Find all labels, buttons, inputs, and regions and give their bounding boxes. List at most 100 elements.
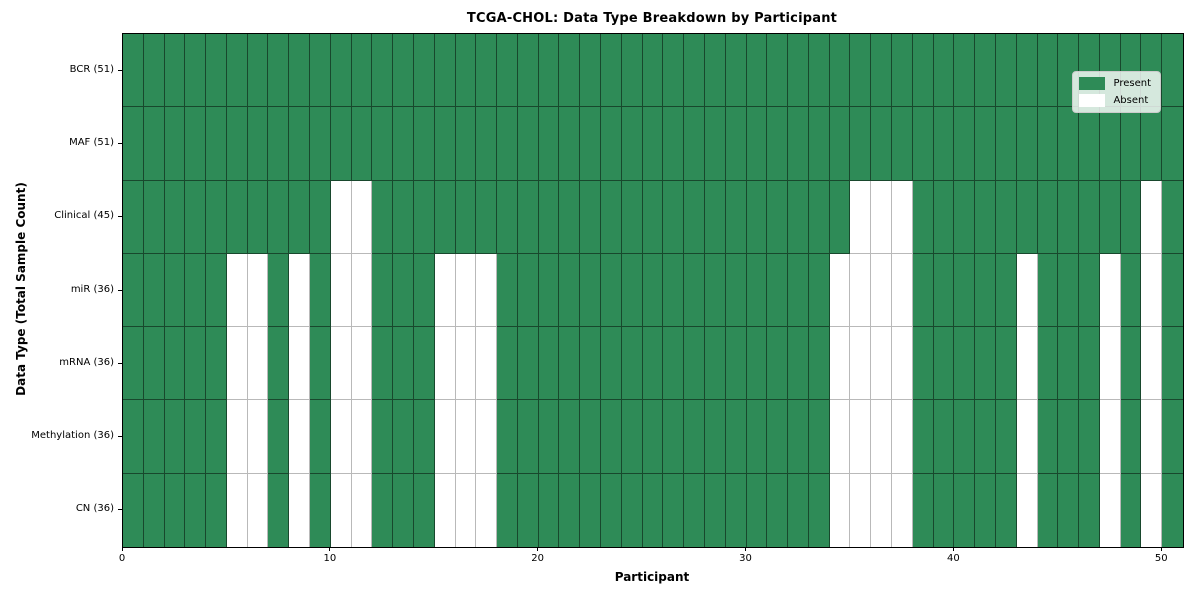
heatmap-cell [351, 253, 373, 328]
plot-area: Present Absent [122, 33, 1184, 548]
heatmap-cell [1162, 34, 1183, 108]
heatmap-cell [434, 34, 456, 108]
heatmap-cell [517, 327, 539, 401]
heatmap-cell [123, 34, 144, 108]
heatmap-cell [185, 107, 207, 181]
heatmap-cell [704, 253, 726, 328]
heatmap-cell [954, 327, 976, 401]
heatmap-cell [975, 107, 996, 181]
heatmap-cell [247, 34, 269, 108]
heatmap-cell [330, 180, 352, 254]
heatmap-cell [829, 253, 851, 328]
heatmap-cell [829, 473, 851, 547]
y-tick-mark [118, 289, 122, 291]
heatmap-cell [310, 473, 331, 547]
heatmap-cell [725, 180, 747, 254]
heatmap-cell [372, 327, 394, 401]
heatmap-cell [808, 107, 830, 181]
heatmap-cell [933, 34, 955, 108]
heatmap-cell [788, 473, 809, 547]
heatmap-cell [143, 400, 165, 474]
heatmap-cell [788, 327, 809, 401]
heatmap-cell [1162, 327, 1183, 401]
heatmap-cell [642, 253, 664, 328]
heatmap-cell [975, 327, 996, 401]
legend-swatch-present-icon [1079, 77, 1106, 90]
heatmap-cell [413, 473, 435, 547]
heatmap-cell [476, 180, 498, 254]
heatmap-cell [538, 253, 560, 328]
heatmap-cell [351, 473, 373, 547]
heatmap-cell [434, 327, 456, 401]
heatmap-cell [995, 107, 1017, 181]
y-tick-mark [118, 436, 122, 438]
heatmap-cell [871, 34, 893, 108]
heatmap-cell [663, 327, 685, 401]
heatmap-cell [601, 107, 622, 181]
chart-title: TCGA-CHOL: Data Type Breakdown by Partic… [466, 11, 838, 26]
heatmap-cell [1141, 107, 1163, 181]
heatmap-cell [185, 34, 207, 108]
heatmap-cell [767, 327, 789, 401]
heatmap-cell [829, 180, 851, 254]
heatmap-cell [642, 34, 664, 108]
heatmap-cell [829, 107, 851, 181]
heatmap-cell [393, 400, 414, 474]
heatmap-cell [580, 34, 602, 108]
heatmap-cell [1162, 253, 1183, 328]
heatmap-cell [621, 107, 643, 181]
heatmap-cell [268, 400, 290, 474]
heatmap-cell [247, 473, 269, 547]
heatmap-cell [143, 107, 165, 181]
heatmap-cell [1162, 180, 1183, 254]
legend-box: Present Absent [1072, 71, 1161, 113]
heatmap-cell [725, 327, 747, 401]
heatmap-cell [1016, 107, 1038, 181]
heatmap-cell [289, 107, 311, 181]
heatmap-cell [413, 34, 435, 108]
heatmap-cell [497, 473, 518, 547]
heatmap-cell [1099, 327, 1121, 401]
x-tick-mark [952, 547, 954, 551]
heatmap-cell [206, 253, 227, 328]
heatmap-cell [123, 180, 144, 254]
heatmap-cell [1079, 253, 1100, 328]
heatmap-cell [746, 473, 768, 547]
heatmap-cell [268, 34, 290, 108]
heatmap-cell [746, 34, 768, 108]
heatmap-cell [1120, 473, 1142, 547]
heatmap-cell [1058, 473, 1080, 547]
heatmap-cell [1079, 180, 1100, 254]
legend-entry-absent: Absent [1079, 94, 1151, 107]
heatmap-cell [393, 473, 414, 547]
heatmap-cell [580, 107, 602, 181]
heatmap-cell [413, 253, 435, 328]
y-tick-mark [118, 69, 122, 71]
heatmap-cell [268, 107, 290, 181]
heatmap-cell [497, 107, 518, 181]
heatmap-cell [143, 327, 165, 401]
heatmap-cell [767, 34, 789, 108]
heatmap-cell [871, 400, 893, 474]
heatmap-cell [206, 34, 227, 108]
heatmap-cell [393, 107, 414, 181]
heatmap-cell [1079, 473, 1100, 547]
heatmap-cell [330, 473, 352, 547]
heatmap-cell [788, 253, 809, 328]
heatmap-cell [580, 253, 602, 328]
heatmap-cell [268, 327, 290, 401]
heatmap-cell [476, 473, 498, 547]
heatmap-cell [808, 180, 830, 254]
heatmap-cell [808, 253, 830, 328]
heatmap-cell [268, 253, 290, 328]
heatmap-cell [143, 473, 165, 547]
heatmap-cell [746, 180, 768, 254]
heatmap-cell [850, 253, 872, 328]
heatmap-cell [164, 327, 186, 401]
heatmap-cell [1079, 400, 1100, 474]
heatmap-cell [1120, 400, 1142, 474]
heatmap-cell [455, 34, 477, 108]
heatmap-cell [892, 180, 913, 254]
heatmap-cell [247, 253, 269, 328]
heatmap-cell [143, 180, 165, 254]
